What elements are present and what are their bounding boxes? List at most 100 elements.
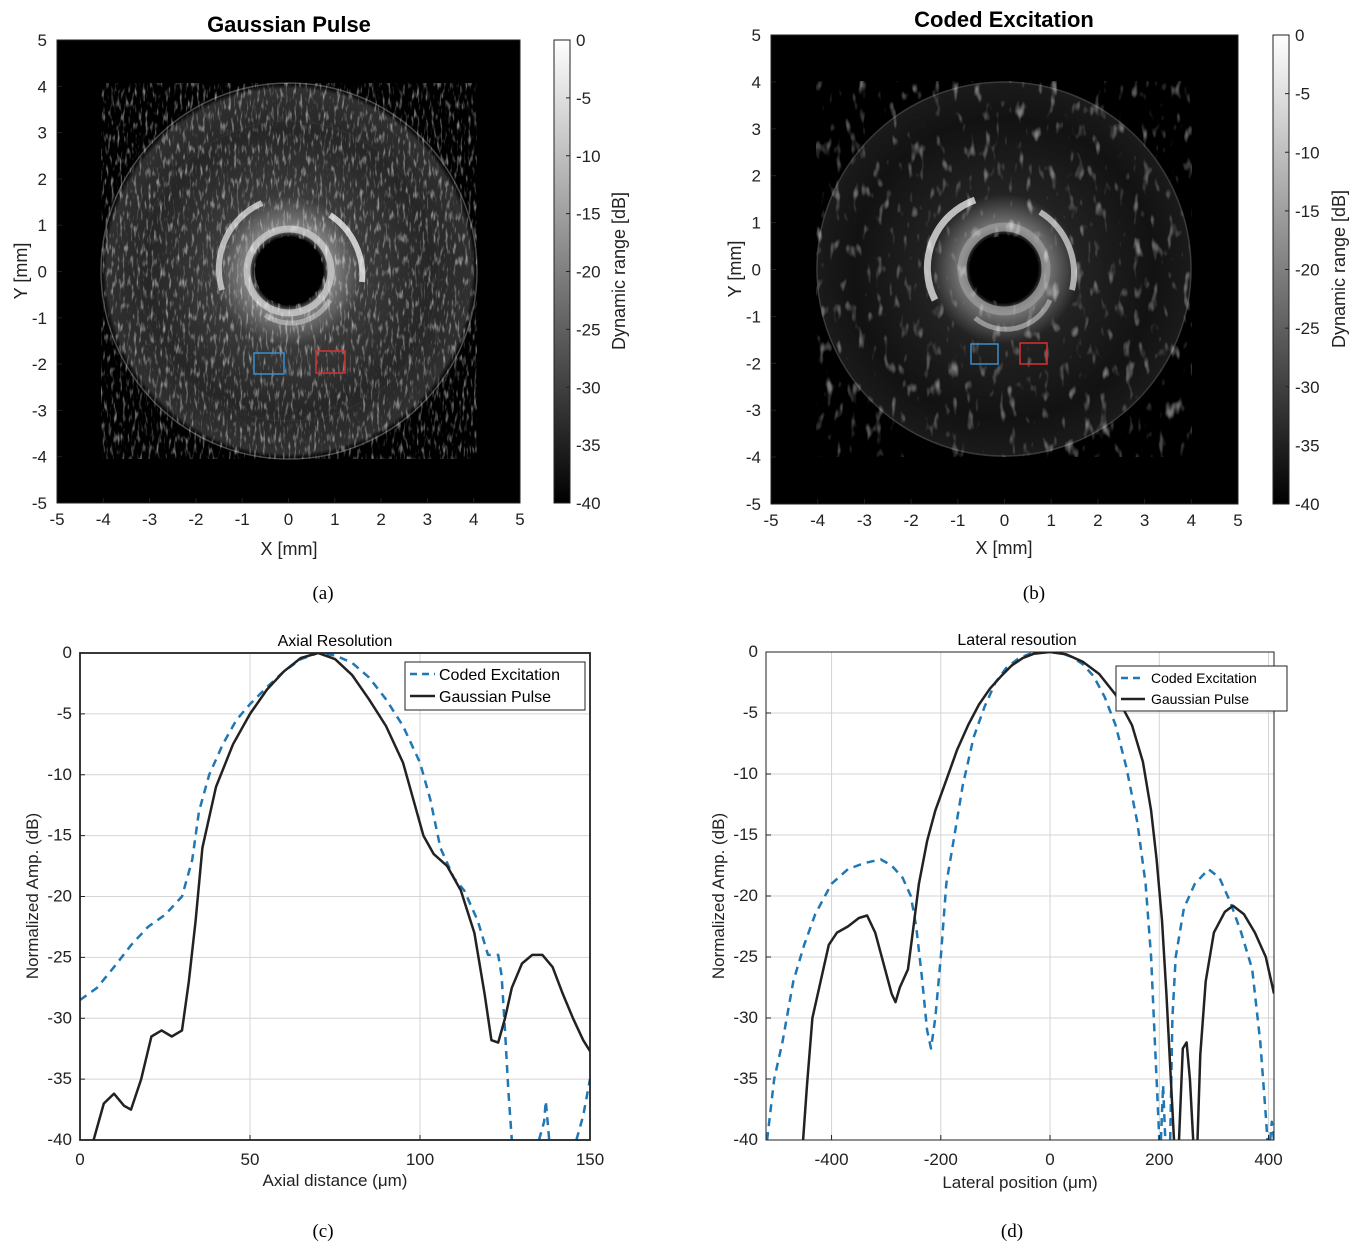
x-tick-label: -4 (96, 510, 111, 529)
x-tick-label: -3 (857, 511, 872, 530)
panel-d-ylabel: Normalized Amp. (dB) (709, 813, 728, 979)
panel-a-colorbar-ticks: 0 -5 -10 -15 -20 -25 -30 -35 -40 (566, 31, 601, 513)
x-tick-label: 2 (1093, 511, 1102, 530)
panel-b-roi-box-blue (970, 343, 999, 365)
series-line-gaussian-pulse-segment-2 (1177, 1041, 1195, 1140)
y-tick-label: 1 (752, 214, 761, 233)
y-tick-label: 0 (63, 643, 72, 662)
y-tick-label: -35 (47, 1069, 72, 1088)
y-tick-label: -25 (733, 947, 758, 966)
colorbar-tick-label: -40 (1295, 495, 1320, 514)
panel-c-ticks: 0 50 100 150 0 -5 -10 -15 -20 -25 -30 -35 -40 (47, 643, 604, 1169)
series-line-gaussian-pulse (92, 653, 590, 1140)
y-tick-label: -1 (746, 307, 761, 326)
panel-c-legend-label-gaussian: Gaussian Pulse (439, 689, 551, 706)
y-tick-label: -4 (32, 448, 47, 467)
y-tick-label: 3 (38, 124, 47, 143)
y-tick-label: 4 (752, 73, 761, 92)
panel-a-ultrasound-image (100, 82, 478, 460)
x-tick-label: 0 (284, 510, 293, 529)
panel-d-ticks: -400 -200 0 200 400 0 -5 -10 -15 -20 -25 -30 -35 -40 (733, 642, 1282, 1169)
panel-a-colorbar-label: Dynamic range [dB] (609, 192, 629, 350)
y-tick-label: 0 (38, 263, 47, 282)
panel-b-ylabel: Y [mm] (725, 241, 745, 298)
y-tick-label: 3 (752, 120, 761, 139)
series-line-coded-excitation-segment-2 (537, 1099, 551, 1140)
panel-a-roi-box-red (315, 350, 346, 374)
panel-d-grid (766, 651, 1274, 1141)
series-line-coded-excitation-segment-4 (1268, 1120, 1274, 1140)
y-tick-label: 1 (38, 216, 47, 235)
y-tick-label: -2 (32, 355, 47, 374)
y-tick-label: 2 (38, 170, 47, 189)
y-tick-label: 5 (38, 31, 47, 50)
y-tick-label: -5 (746, 495, 761, 514)
panel-d-legend: Coded Excitation Gaussian Pulse (1115, 665, 1288, 712)
series-line-coded-excitation-segment-2 (1159, 1083, 1167, 1140)
y-tick-label: -30 (733, 1008, 758, 1027)
panel-b-caption: (b) (1023, 583, 1045, 604)
y-tick-label: 2 (752, 167, 761, 186)
y-tick-label: 0 (749, 642, 758, 661)
panel-b-xlabel: X [mm] (976, 538, 1033, 558)
panel-d-caption: (d) (1001, 1221, 1023, 1242)
panel-c-series (80, 653, 590, 1140)
y-tick-label: -20 (47, 887, 72, 906)
y-tick-label: -5 (32, 494, 47, 513)
y-tick-label: -15 (47, 826, 72, 845)
panel-c-caption: (c) (312, 1221, 333, 1242)
colorbar-tick-label: 0 (576, 31, 585, 50)
y-tick-label: -40 (733, 1130, 758, 1149)
panel-a: Gaussian Pulse -5 -4 -3 -2 -1 0 1 2 3 4 5543210-1-… (11, 12, 629, 604)
panel-b-colorbar-ticks: 0 -5 -10 -15 -20 -25 -30 -35 -40 (1285, 26, 1320, 514)
y-tick-label: -40 (47, 1130, 72, 1149)
panel-b: Coded Excitation -5 -4 -3 -2 -1 0 1 2 3 4 5543210-… (725, 7, 1349, 604)
x-tick-label: 400 (1254, 1150, 1282, 1169)
y-tick-label: 0 (752, 261, 761, 280)
colorbar-tick-label: -5 (576, 89, 591, 108)
panel-a-ticks: -5 -4 -3 -2 -1 0 1 2 3 4 5 5 4 3 2 1 0 -1 -2 -3 -4 -5 (32, 31, 525, 529)
y-tick-label: -20 (733, 886, 758, 905)
colorbar-tick-label: 0 (1295, 26, 1304, 45)
x-tick-label: 50 (241, 1150, 260, 1169)
series-line-coded-excitation (80, 653, 514, 1140)
x-tick-label: 0 (75, 1150, 84, 1169)
panel-c-title: Axial Resolution (278, 633, 393, 650)
panel-d-legend-box (1115, 665, 1288, 712)
panel-d-series (766, 652, 1274, 1140)
series-line-coded-excitation-segment-3 (575, 1078, 590, 1140)
panel-c-legend-box (404, 661, 586, 711)
panel-b-ultrasound-image (816, 81, 1192, 457)
colorbar-tick-label: -15 (576, 205, 601, 224)
panel-b-lumen (971, 236, 1037, 302)
colorbar-tick-label: -25 (576, 320, 601, 339)
y-tick-label: -5 (57, 704, 72, 723)
x-tick-label: -1 (235, 510, 250, 529)
colorbar-tick-label: -20 (1295, 261, 1320, 280)
series-line-coded-excitation (766, 652, 1161, 1140)
x-tick-label: 4 (469, 510, 478, 529)
x-tick-label: -200 (924, 1150, 958, 1169)
y-tick-label: -3 (32, 401, 47, 420)
colorbar-tick-label: -25 (1295, 319, 1320, 338)
colorbar-tick-label: -30 (576, 378, 601, 397)
y-tick-label: -3 (746, 401, 761, 420)
y-tick-label: -4 (746, 448, 761, 467)
x-tick-label: -400 (815, 1150, 849, 1169)
y-tick-label: -30 (47, 1008, 72, 1027)
y-tick-label: -25 (47, 947, 72, 966)
panel-b-title: Coded Excitation (914, 7, 1094, 32)
colorbar-tick-label: -10 (1295, 143, 1320, 162)
panel-d-xlabel: Lateral position (μm) (942, 1173, 1097, 1192)
colorbar-tick-label: -30 (1295, 378, 1320, 397)
colorbar-tick-label: -10 (576, 147, 601, 166)
colorbar-tick-label: -20 (576, 263, 601, 282)
y-tick-label: -1 (32, 309, 47, 328)
y-tick-label: -10 (47, 765, 72, 784)
x-tick-label: 200 (1145, 1150, 1173, 1169)
x-tick-label: -2 (188, 510, 203, 529)
x-tick-label: -5 (49, 510, 64, 529)
panel-a-title: Gaussian Pulse (207, 12, 371, 37)
panel-b-roi-box-red (1019, 342, 1048, 365)
x-tick-label: -4 (810, 511, 825, 530)
